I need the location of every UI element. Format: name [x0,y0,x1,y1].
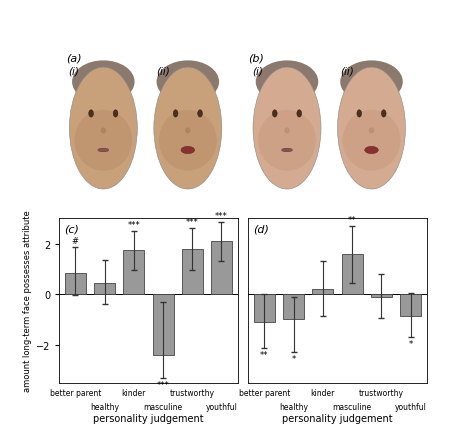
Ellipse shape [181,147,195,154]
Text: (i): (i) [252,67,263,77]
Ellipse shape [282,149,292,153]
Bar [94,283,115,295]
Bar [342,254,363,295]
Ellipse shape [365,147,378,154]
Text: (a): (a) [66,53,82,63]
Text: ***: *** [186,218,199,227]
Ellipse shape [173,111,178,118]
Ellipse shape [253,68,321,190]
Ellipse shape [89,111,93,118]
Ellipse shape [343,111,401,171]
Ellipse shape [100,128,106,134]
Text: kinder: kinder [122,387,146,396]
Ellipse shape [113,111,118,118]
Text: (d): (d) [254,224,270,233]
Text: ***: *** [156,380,169,389]
Ellipse shape [154,68,222,190]
Bar [312,289,333,295]
Text: **: ** [348,215,356,224]
Ellipse shape [337,68,405,190]
Ellipse shape [284,128,290,134]
Text: (i): (i) [68,67,79,77]
Ellipse shape [185,128,191,134]
Ellipse shape [258,111,316,171]
Ellipse shape [273,111,277,118]
Ellipse shape [297,111,301,118]
Bar [254,295,275,322]
Text: **: ** [260,350,269,359]
Bar [182,249,203,295]
Ellipse shape [256,61,318,104]
Bar [371,295,392,297]
Ellipse shape [357,111,362,118]
Bar [211,241,232,295]
Text: better parent: better parent [239,387,290,396]
Bar [65,273,86,295]
Text: #: # [72,237,79,246]
Text: masculine: masculine [332,402,372,412]
Ellipse shape [69,68,137,190]
Text: (c): (c) [64,224,80,233]
Bar [123,250,144,295]
Text: (ii): (ii) [156,67,170,77]
Ellipse shape [72,61,135,104]
Ellipse shape [382,111,386,118]
Text: *: * [292,354,296,363]
Text: trustworthy: trustworthy [170,387,215,396]
X-axis label: personality judgement: personality judgement [93,413,204,423]
Ellipse shape [74,111,132,171]
Text: youthful: youthful [394,402,427,412]
Y-axis label: amount long-term face possesses attribute: amount long-term face possesses attribut… [23,210,32,391]
Ellipse shape [340,61,403,104]
Bar [283,295,304,319]
Text: (ii): (ii) [340,67,354,77]
Bar [400,295,421,316]
Text: (b): (b) [248,53,264,63]
Text: healthy: healthy [90,402,119,412]
Bar [153,295,173,355]
Text: better parent: better parent [50,387,101,396]
Ellipse shape [156,61,219,104]
Text: *: * [409,339,413,348]
Text: youthful: youthful [206,402,237,412]
X-axis label: personality judgement: personality judgement [282,413,393,423]
Ellipse shape [369,128,374,134]
Text: trustworthy: trustworthy [359,387,404,396]
Text: ***: *** [215,212,228,221]
Text: healthy: healthy [279,402,308,412]
Ellipse shape [98,149,109,153]
Text: masculine: masculine [144,402,182,412]
Ellipse shape [159,111,217,171]
Text: ***: *** [128,220,140,229]
Ellipse shape [198,111,202,118]
Text: kinder: kinder [310,387,335,396]
